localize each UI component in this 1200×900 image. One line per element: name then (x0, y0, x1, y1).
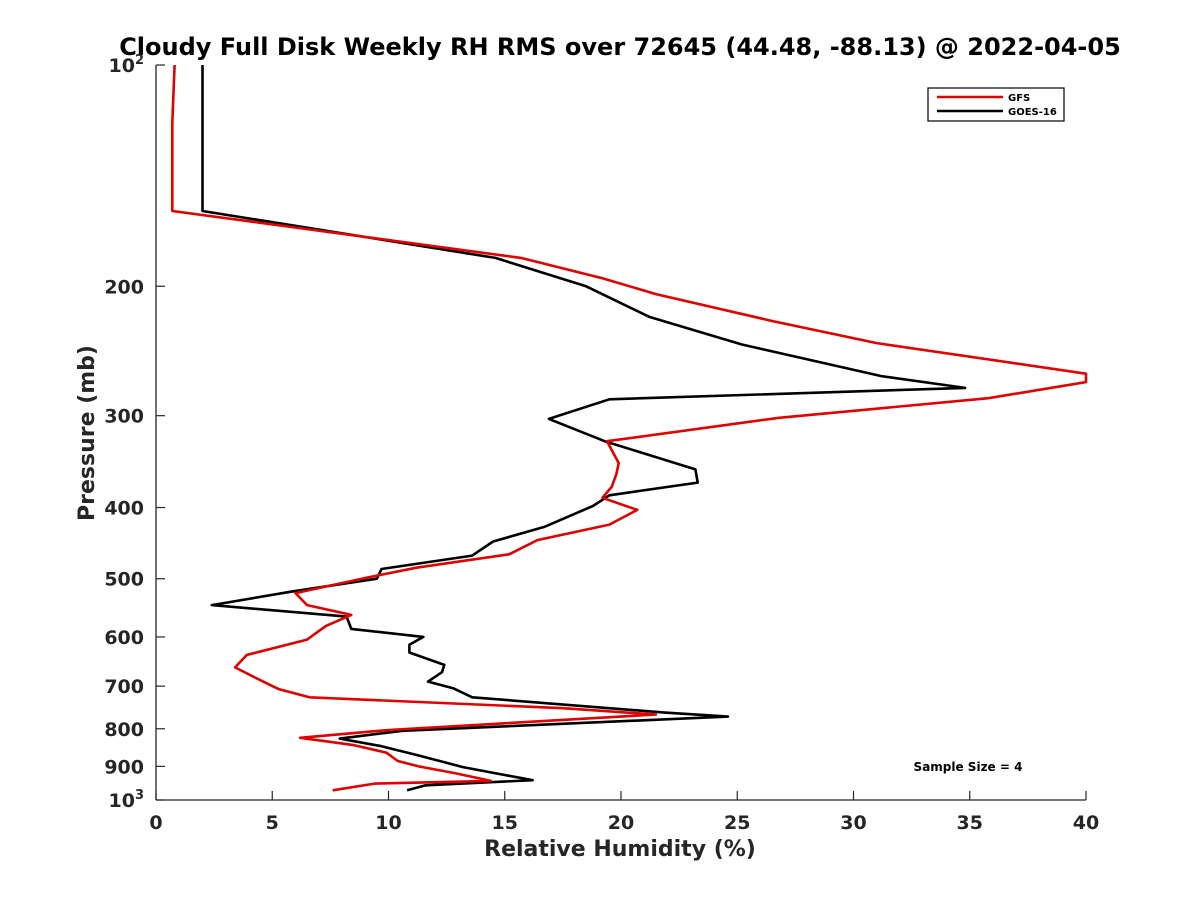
y-tick-label: 400 (104, 498, 144, 520)
x-tick-label: 20 (608, 812, 634, 834)
x-tick-label: 30 (840, 812, 866, 834)
x-tick-label: 35 (957, 812, 983, 834)
x-axis-label: Relative Humidity (%) (484, 837, 756, 862)
y-tick-label: 300 (104, 406, 144, 428)
legend-label-gfs: GFS (1008, 93, 1030, 104)
legend-box (927, 87, 1065, 122)
x-tick-label: 10 (375, 812, 401, 834)
legend: GFS GOES-16 (927, 87, 1065, 122)
series-line-gfs (171, 64, 1088, 792)
x-tick-label: 0 (149, 812, 162, 834)
x-tick-label: 5 (266, 812, 279, 834)
y-tick-label: 200 (104, 276, 144, 298)
x-tick-label: 15 (492, 812, 518, 834)
x-tick-labels: 0 5 10 15 20 25 30 35 40 (149, 812, 1099, 834)
axes-layer (155, 64, 1087, 801)
y-tick-label: 600 (104, 627, 144, 649)
series-layer (171, 64, 1088, 792)
x-tick-label: 40 (1073, 812, 1099, 834)
x-tick-label: 25 (724, 812, 750, 834)
y-tick-label: 800 (104, 719, 144, 741)
y-axis-label: Pressure (mb) (75, 345, 100, 521)
chart-title: Cloudy Full Disk Weekly RH RMS over 7264… (119, 33, 1121, 61)
sample-size-annotation: Sample Size = 4 (914, 760, 1023, 774)
legend-label-goes-16: GOES-16 (1008, 107, 1057, 118)
y-tick-label: 102 (109, 53, 145, 77)
y-tick-label: 700 (104, 676, 144, 698)
y-tick-label: 900 (104, 756, 144, 778)
plot-area: 0 5 10 15 20 25 30 35 40 102 200 300 400 500 600 700 80… (104, 53, 1099, 834)
y-tick-label: 500 (104, 569, 144, 591)
y-tick-label: 103 (109, 788, 145, 812)
y-tick-labels: 102 200 300 400 500 600 700 800 900 103 (104, 53, 144, 812)
